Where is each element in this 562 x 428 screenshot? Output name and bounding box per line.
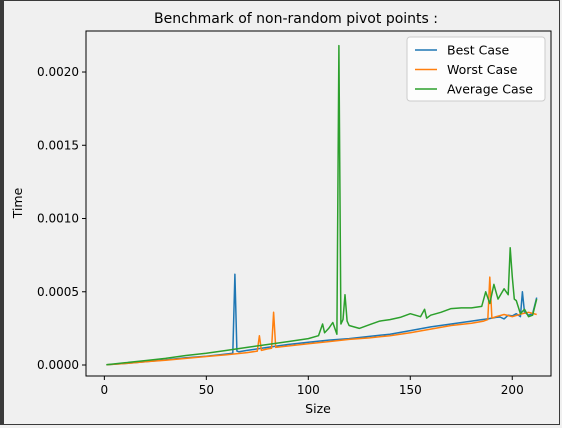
y-tick-label: 0.0015 (37, 138, 79, 152)
x-tick-label: 50 (199, 383, 214, 397)
series-layer (106, 44, 538, 366)
series-line-average-case (106, 44, 538, 366)
y-tick-label: 0.0010 (37, 212, 79, 226)
chart-title: Benchmark of non-random pivot points : (154, 11, 438, 27)
legend-entry: Worst Case (447, 62, 518, 77)
plot-area-frame (85, 30, 552, 377)
legend-entry: Average Case (447, 82, 533, 97)
x-axis-label: Size (305, 401, 331, 416)
y-tick-label: 0.0000 (37, 358, 79, 372)
series-line-worst-case (106, 276, 537, 366)
x-tick-label: 150 (399, 383, 422, 397)
legend-entry: Best Case (447, 43, 510, 58)
line-chart: Benchmark of non-random pivot points : 0… (10, 11, 552, 416)
axes-layer: 0 50 100 150 200 0.0000 0.0005 0.0010 0.0015 0.00… (37, 65, 524, 397)
legend-box (406, 36, 546, 102)
series-line-best-case (106, 273, 538, 366)
x-tick-label: 200 (501, 383, 524, 397)
x-tick-label: 100 (297, 383, 320, 397)
y-tick-label: 0.0020 (37, 65, 79, 79)
y-axis-label: Time (10, 187, 25, 219)
legend: Best Case Worst Case Average Case (406, 36, 546, 102)
x-tick-label: 0 (101, 383, 109, 397)
y-tick-label: 0.0005 (37, 285, 79, 299)
